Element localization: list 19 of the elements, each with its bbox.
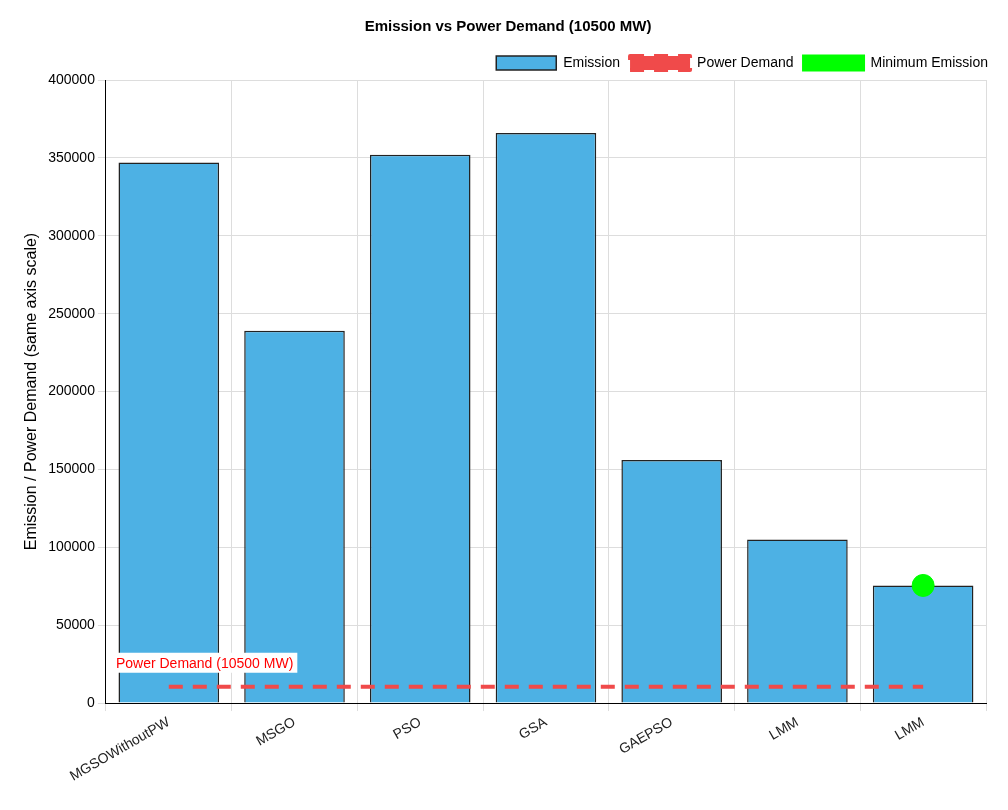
y-tick-label: 0 <box>87 693 96 710</box>
y-tick-label: 250000 <box>48 304 96 321</box>
y-tick-label: 100000 <box>48 538 96 555</box>
y-tick-label: 400000 <box>48 70 96 87</box>
x-tick-label: LMM <box>765 713 801 743</box>
x-tick-label: PSO <box>390 713 424 743</box>
legend-label: Emission <box>563 53 621 70</box>
x-tick-label: GSA <box>515 713 550 743</box>
chart-title: Emission vs Power Demand (10500 MW) <box>364 17 652 35</box>
annotation: Power Demand (10500 MW) <box>115 654 294 671</box>
legend-label: Minimum Emission <box>870 53 989 70</box>
x-tick-label: LMM <box>891 713 927 743</box>
legend-label: Power Demand <box>697 53 794 70</box>
y-tick-label: 150000 <box>48 460 96 477</box>
y-tick-label: 50000 <box>55 616 96 633</box>
y-tick-label: 200000 <box>48 382 96 399</box>
y-tick-label: 300000 <box>48 226 96 243</box>
y-tick-label: 350000 <box>48 148 96 165</box>
y-axis-title: Emission / Power Demand (same axis scale) <box>22 232 40 551</box>
